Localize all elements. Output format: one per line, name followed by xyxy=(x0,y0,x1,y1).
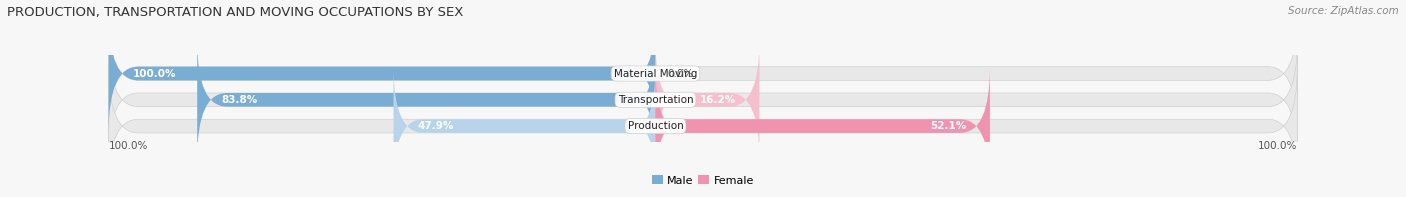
Text: 0.0%: 0.0% xyxy=(668,69,693,79)
FancyBboxPatch shape xyxy=(108,67,1298,185)
Text: PRODUCTION, TRANSPORTATION AND MOVING OCCUPATIONS BY SEX: PRODUCTION, TRANSPORTATION AND MOVING OC… xyxy=(7,6,464,19)
Text: 83.8%: 83.8% xyxy=(221,95,257,105)
Text: 100.0%: 100.0% xyxy=(132,69,176,79)
FancyBboxPatch shape xyxy=(108,15,1298,132)
Text: 47.9%: 47.9% xyxy=(418,121,454,131)
Text: 52.1%: 52.1% xyxy=(929,121,966,131)
Text: Material Moving: Material Moving xyxy=(614,69,697,79)
Text: Source: ZipAtlas.com: Source: ZipAtlas.com xyxy=(1288,6,1399,16)
FancyBboxPatch shape xyxy=(655,67,990,185)
FancyBboxPatch shape xyxy=(108,15,655,132)
Text: 100.0%: 100.0% xyxy=(1258,140,1298,151)
Text: Production: Production xyxy=(627,121,683,131)
FancyBboxPatch shape xyxy=(655,41,759,159)
Text: 100.0%: 100.0% xyxy=(108,140,148,151)
Text: 16.2%: 16.2% xyxy=(699,95,735,105)
FancyBboxPatch shape xyxy=(108,41,1298,159)
Legend: Male, Female: Male, Female xyxy=(647,171,759,190)
Text: Transportation: Transportation xyxy=(617,95,693,105)
FancyBboxPatch shape xyxy=(197,41,655,159)
FancyBboxPatch shape xyxy=(394,67,655,185)
